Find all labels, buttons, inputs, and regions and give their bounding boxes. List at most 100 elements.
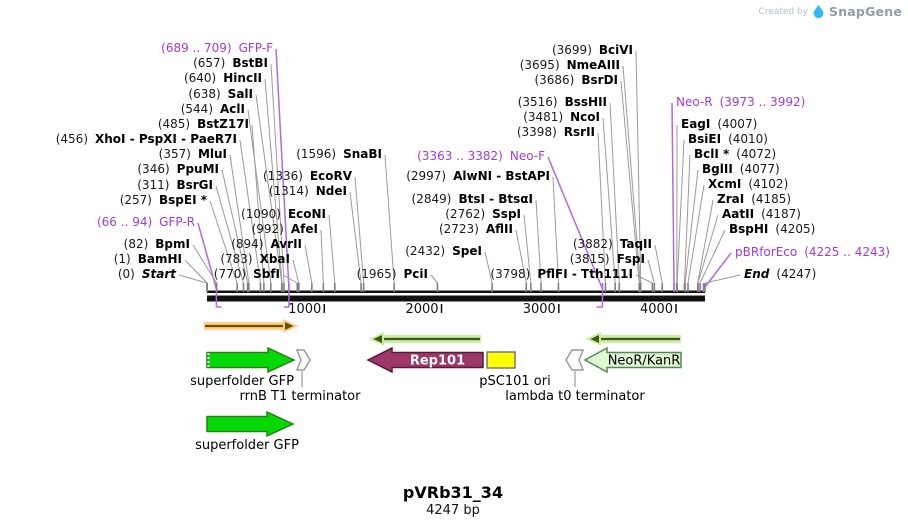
site-leader-line (523, 214, 532, 284)
restriction-site-label[interactable]: (257) BspEI * (120, 193, 207, 208)
site-leader-line (609, 102, 620, 284)
site-name: SbfI (253, 267, 280, 281)
site-position: (3699) (551, 43, 592, 57)
feature-label[interactable]: superfolder GFP (195, 438, 299, 453)
site-name: Neo-R (676, 95, 713, 109)
restriction-site-label[interactable]: (485) BstZ17I (158, 117, 249, 132)
site-leader-line (597, 132, 606, 284)
site-position: (640) (183, 71, 217, 85)
site-name: BamHI (137, 252, 182, 266)
restriction-site-label[interactable]: (357) MluI (159, 147, 227, 162)
feature-label[interactable]: NeoR/KanR (608, 354, 681, 369)
restriction-site-label[interactable]: (3815) FspI (570, 252, 645, 267)
feature-label[interactable]: pSC101 ori (479, 374, 551, 389)
feature-shape[interactable] (366, 346, 484, 374)
site-leader-line (354, 176, 365, 284)
position-marker-label[interactable]: (0) Start (118, 267, 176, 282)
site-leader-line (535, 199, 542, 284)
feature-shape[interactable] (206, 346, 296, 374)
site-position: (1336) (263, 169, 303, 183)
site-name: AclI (220, 102, 245, 116)
restriction-site-label[interactable]: (3798) PflFI - Tth111I (490, 267, 633, 282)
restriction-site-label[interactable]: (1336) EcoRV (263, 169, 352, 184)
site-position: (894) (231, 237, 264, 251)
site-leader-line (247, 109, 272, 284)
site-name: XcmI (708, 177, 742, 191)
restriction-site-label[interactable]: (456) XhoI - PspXI - PaeR7I (56, 132, 237, 147)
restriction-site-label[interactable]: (3516) BssHII (518, 95, 607, 110)
restriction-site-label[interactable]: (2997) AlwNI - BstAPI (406, 169, 550, 184)
restriction-site-label[interactable]: (544) AclI (181, 102, 245, 117)
site-name: HincII (223, 71, 262, 85)
feature-label[interactable]: lambda t0 terminator (505, 389, 645, 404)
primer-label[interactable]: (66 .. 94) GFP-R (97, 215, 195, 230)
feature-shape[interactable] (486, 351, 516, 369)
restriction-site-label[interactable]: (770) SbfI (214, 267, 280, 282)
restriction-site-label[interactable]: (3398) RsrII (517, 125, 595, 140)
restriction-site-label[interactable]: BsiEI (4010) (688, 132, 768, 147)
restriction-site-label[interactable]: BspHI (4205) (729, 222, 815, 237)
restriction-site-label[interactable]: (992) AfeI (252, 222, 318, 237)
position-marker-label[interactable]: End (4247) (744, 267, 816, 282)
restriction-site-label[interactable]: (3695) NmeAIII (520, 58, 620, 73)
restriction-site-label[interactable]: (311) BsrGI (137, 178, 213, 193)
site-position: (638) (188, 87, 221, 101)
restriction-site-label[interactable]: BglII (4077) (702, 162, 780, 177)
restriction-site-label[interactable]: AatII (4187) (722, 207, 801, 222)
restriction-site-label[interactable]: (1965) PciI (357, 267, 428, 282)
feature-shape[interactable] (206, 410, 295, 438)
restriction-site-label[interactable]: (1090) EcoNI (241, 207, 326, 222)
site-position: (4205) (775, 222, 816, 236)
site-name: Neo-F (509, 149, 545, 163)
restriction-site-label[interactable]: BclI * (4072) (694, 147, 776, 162)
restriction-site-label[interactable]: XcmI (4102) (708, 177, 788, 192)
site-position: (3516) (517, 95, 558, 109)
restriction-site-label[interactable]: (638) SalI (188, 87, 253, 102)
site-leader-line (229, 154, 250, 284)
restriction-site-label[interactable]: (1314) NdeI (269, 184, 347, 199)
primer-label[interactable]: (689 .. 709) GFP-F (161, 41, 273, 56)
feature-shape[interactable] (565, 349, 585, 371)
restriction-site-label[interactable]: (3686) BsrDI (534, 73, 618, 88)
site-position: (82) (123, 237, 149, 251)
restriction-site-label[interactable]: (894) AvrII (231, 237, 302, 252)
scale-tick (440, 304, 443, 313)
site-name: AatII (722, 207, 755, 221)
restriction-site-label[interactable]: (2849) BtsI - BtsαI (412, 192, 533, 207)
restriction-site-label[interactable]: (2762) SspI (445, 207, 521, 222)
feature-label[interactable]: Rep101 (410, 354, 465, 369)
restriction-site-label[interactable]: EagI (4007) (681, 117, 757, 132)
restriction-site-label[interactable]: (1596) SnaBI (296, 147, 382, 162)
restriction-site-label[interactable]: (3699) BciVI (552, 43, 633, 58)
site-position: (257) (119, 193, 152, 207)
primer-label[interactable]: pBRforEco (4225 .. 4243) (735, 245, 890, 260)
restriction-site-label[interactable]: ZraI (4185) (717, 192, 791, 207)
restriction-site-label[interactable]: (3481) NcoI (523, 110, 600, 125)
scale-tick (675, 304, 677, 313)
restriction-site-label[interactable]: (346) PpuMI (137, 162, 219, 177)
restriction-site-label[interactable]: (640) HincII (184, 71, 262, 86)
site-position: (1965) (356, 267, 397, 281)
site-position: (456) (55, 132, 89, 146)
feature-label[interactable]: rrnB T1 terminator (239, 389, 361, 404)
restriction-site-label[interactable]: (2723) AflII (439, 222, 513, 237)
restriction-site-label[interactable]: (657) BstBI (193, 56, 268, 71)
site-position: (1) (113, 252, 131, 266)
restriction-site-label[interactable]: (1) BamHI (114, 252, 182, 267)
restriction-site-label[interactable]: (783) XbaI (220, 252, 290, 267)
restriction-site-label[interactable]: (2432) SpeI (405, 244, 482, 259)
site-leader-line (654, 244, 663, 284)
feature-shape[interactable] (295, 349, 311, 371)
primer-label[interactable]: Neo-R (3973 .. 3992) (676, 95, 805, 110)
restriction-site-label[interactable]: (82) BpmI (124, 237, 190, 252)
site-position: (4077) (739, 162, 780, 176)
feature-label[interactable]: superfolder GFP (190, 374, 294, 389)
site-leader-line (704, 274, 741, 284)
site-name: AlwNI - BstAPI (453, 169, 550, 183)
primer-label[interactable]: (3363 .. 3382) Neo-F (417, 149, 545, 164)
feature-shape[interactable] (583, 346, 682, 374)
site-leader-line (697, 199, 714, 284)
orf-arrow-green-head (585, 331, 601, 347)
restriction-site-label[interactable]: (3882) TaqII (573, 237, 652, 252)
site-position: (3798) (490, 267, 531, 281)
